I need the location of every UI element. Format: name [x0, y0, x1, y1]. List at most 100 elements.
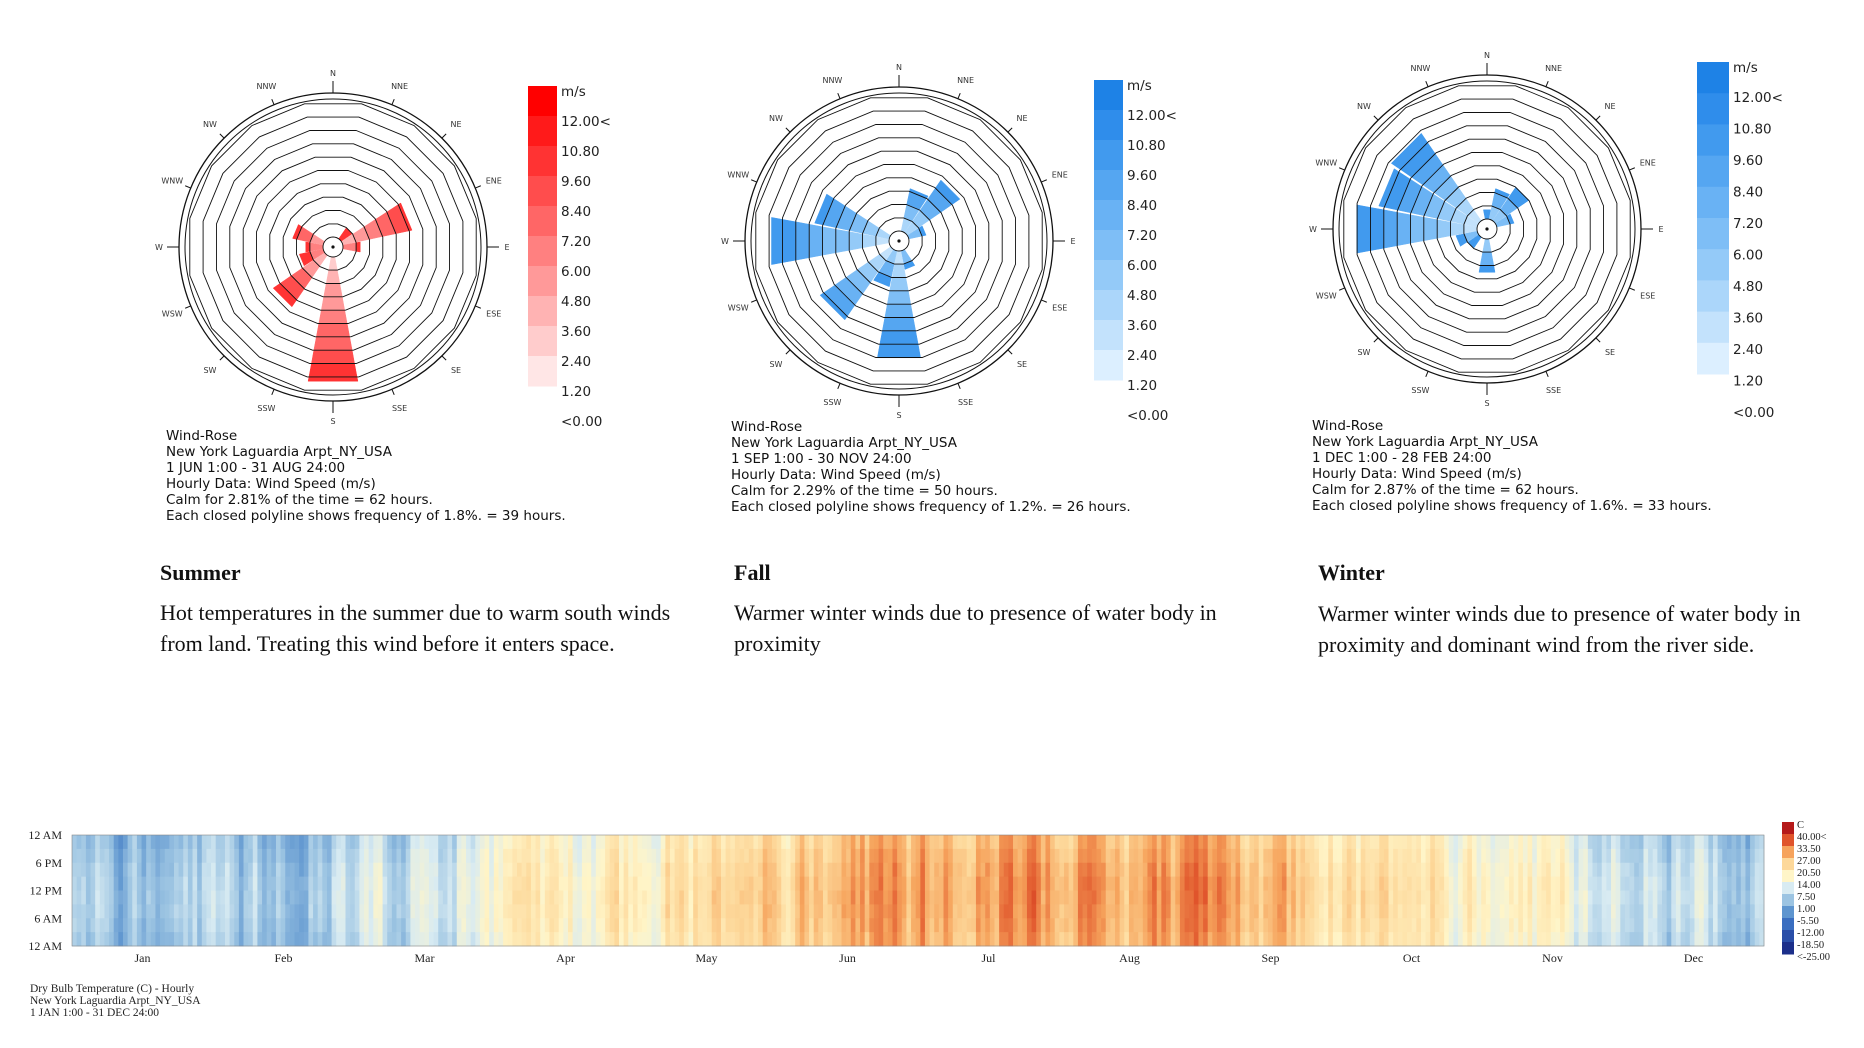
- rose-direction-label: S: [330, 417, 335, 426]
- rose-tick: [1338, 287, 1345, 291]
- heatmap-cells: [72, 835, 1765, 947]
- rose-petal-WNW: [1378, 168, 1479, 228]
- rose-direction-label: SSW: [1411, 386, 1429, 395]
- rose-tick: [1041, 299, 1048, 303]
- info-line: Each closed polyline shows frequency of …: [166, 508, 566, 524]
- rose-tick: [271, 389, 275, 396]
- rose-petal-S: [1478, 238, 1496, 273]
- heatmap-legend-swatch: [1782, 846, 1794, 859]
- rose-direction-label: W: [1309, 225, 1317, 234]
- rose-tick: [1595, 115, 1601, 121]
- rose-frequency-ring: [189, 103, 477, 391]
- legend-label: 8.40: [1127, 198, 1157, 214]
- rose-petal-W: [771, 217, 890, 265]
- legend-label: 4.80: [561, 294, 591, 310]
- heatmap-x-tick-label: Aug: [1119, 951, 1140, 965]
- legend-swatch: [1697, 218, 1729, 250]
- heatmap-y-tick-label: 6 AM: [34, 911, 62, 925]
- info-line: 1 JUN 1:00 - 31 AUG 24:00: [166, 460, 346, 476]
- legend-swatch: [528, 146, 557, 177]
- rose-direction-label: SE: [451, 366, 461, 375]
- rose-tick: [1595, 337, 1601, 343]
- rose-direction-label: NNW: [822, 76, 842, 85]
- legend-swatch: [1697, 62, 1729, 94]
- legend-label: 4.80: [1733, 279, 1763, 295]
- heatmap-legend-label: <-25.00: [1797, 952, 1830, 963]
- rose-calm-circle: [322, 236, 344, 258]
- heatmap-legend-unit: C: [1797, 820, 1804, 831]
- info-line: Dry Bulb Temperature (C) - Hourly: [30, 983, 195, 995]
- legend-swatch: [528, 266, 557, 297]
- rose-direction-label: E: [504, 243, 509, 252]
- legend-swatch: [528, 236, 557, 267]
- info-line: New York Laguardia Arpt_NY_USA: [1312, 434, 1538, 450]
- legend-label: 12.00<: [1733, 90, 1783, 106]
- rose-tick: [1007, 349, 1013, 355]
- rose-tick: [957, 92, 961, 99]
- rose-direction-label: SSE: [958, 398, 973, 407]
- info-line: New York Laguardia Arpt_NY_USA: [731, 435, 957, 451]
- rose-tick: [1425, 371, 1429, 378]
- heatmap-x-tick-label: Oct: [1403, 951, 1421, 965]
- heatmap-legend-swatch: [1782, 834, 1794, 847]
- info-line: New York Laguardia Arpt_NY_USA: [166, 444, 392, 460]
- heatmap-legend-label: -5.50: [1797, 916, 1819, 927]
- heatmap-y-tick-label: 6 PM: [36, 856, 63, 870]
- info-line: Wind-Rose: [1312, 418, 1384, 434]
- rose-tick: [1545, 80, 1549, 87]
- rose-petal-WNW: [814, 193, 891, 240]
- wind-rose-winter-chart: N NNE NE ENE E ESE SE SSE S SSW SW WSW W WNW NW NNW m/s 1…: [1309, 51, 1783, 421]
- legend-swatch: [528, 86, 557, 117]
- rose-tick: [219, 355, 225, 361]
- rose-frequency-ring: [768, 110, 1030, 372]
- rose-direction-label: NE: [451, 120, 462, 129]
- legend-unit: m/s: [1127, 78, 1152, 94]
- rose-frequency-ring: [282, 196, 384, 298]
- legend-label: 2.40: [1733, 342, 1763, 358]
- legend-swatch: [528, 116, 557, 147]
- heatmap-legend-swatch: [1782, 858, 1794, 871]
- rose-tick: [475, 305, 482, 309]
- heatmap-legend-label: 33.50: [1797, 844, 1821, 855]
- legend-swatch: [1697, 311, 1729, 344]
- rose-tick: [750, 179, 757, 183]
- rose-petal-NW: [1390, 132, 1482, 224]
- legend-swatch: [1094, 290, 1123, 321]
- rose-frequency-ring: [862, 204, 936, 278]
- legend-label: 9.60: [1127, 168, 1157, 184]
- heatmap-legend-swatch: [1782, 822, 1794, 835]
- rose-frequency-ring: [1450, 192, 1524, 266]
- rose-tick: [1041, 179, 1048, 183]
- rose-tick: [441, 355, 447, 361]
- info-line: Hourly Data: Wind Speed (m/s): [1312, 466, 1522, 482]
- legend-swatch: [1094, 200, 1123, 231]
- rose-outer-ring: [184, 98, 482, 396]
- season-title-summer: Summer: [160, 560, 241, 585]
- legend-swatch: [1094, 110, 1123, 141]
- wind-rose-summer-info: Wind-Rose New York Laguardia Arpt_NY_USA 1…: [166, 428, 566, 524]
- legend-label: 10.80: [1733, 122, 1772, 138]
- rose-direction-label: NE: [1605, 102, 1616, 111]
- legend-unit: m/s: [561, 84, 586, 100]
- rose-direction-label: WSW: [162, 310, 183, 319]
- legend-swatch: [1697, 155, 1729, 188]
- legend-label: 2.40: [1127, 348, 1157, 364]
- legend-label: 7.20: [561, 234, 591, 250]
- heatmap-legend-swatch: [1782, 870, 1794, 883]
- legend-swatch: [1094, 260, 1123, 291]
- legend-label: 3.60: [561, 324, 591, 340]
- rose-center-dot: [897, 239, 901, 243]
- legend-label: 6.00: [1127, 258, 1157, 274]
- rose-direction-label: WNW: [161, 176, 183, 185]
- rose-frequency-ring: [269, 183, 397, 311]
- rose-direction-label: ESE: [486, 310, 501, 319]
- rose-tick: [1425, 80, 1429, 87]
- legend-swatch: [528, 206, 557, 237]
- rose-frequency-ring: [309, 223, 357, 271]
- info-line: Each closed polyline shows frequency of …: [1312, 498, 1712, 514]
- info-line: 1 DEC 1:00 - 28 FEB 24:00: [1312, 450, 1492, 466]
- rose-petal-segment: [1479, 251, 1495, 266]
- rose-direction-label: W: [155, 243, 163, 252]
- heatmap-legend-label: 1.00: [1797, 904, 1815, 915]
- rose-direction-label: WNW: [727, 170, 749, 179]
